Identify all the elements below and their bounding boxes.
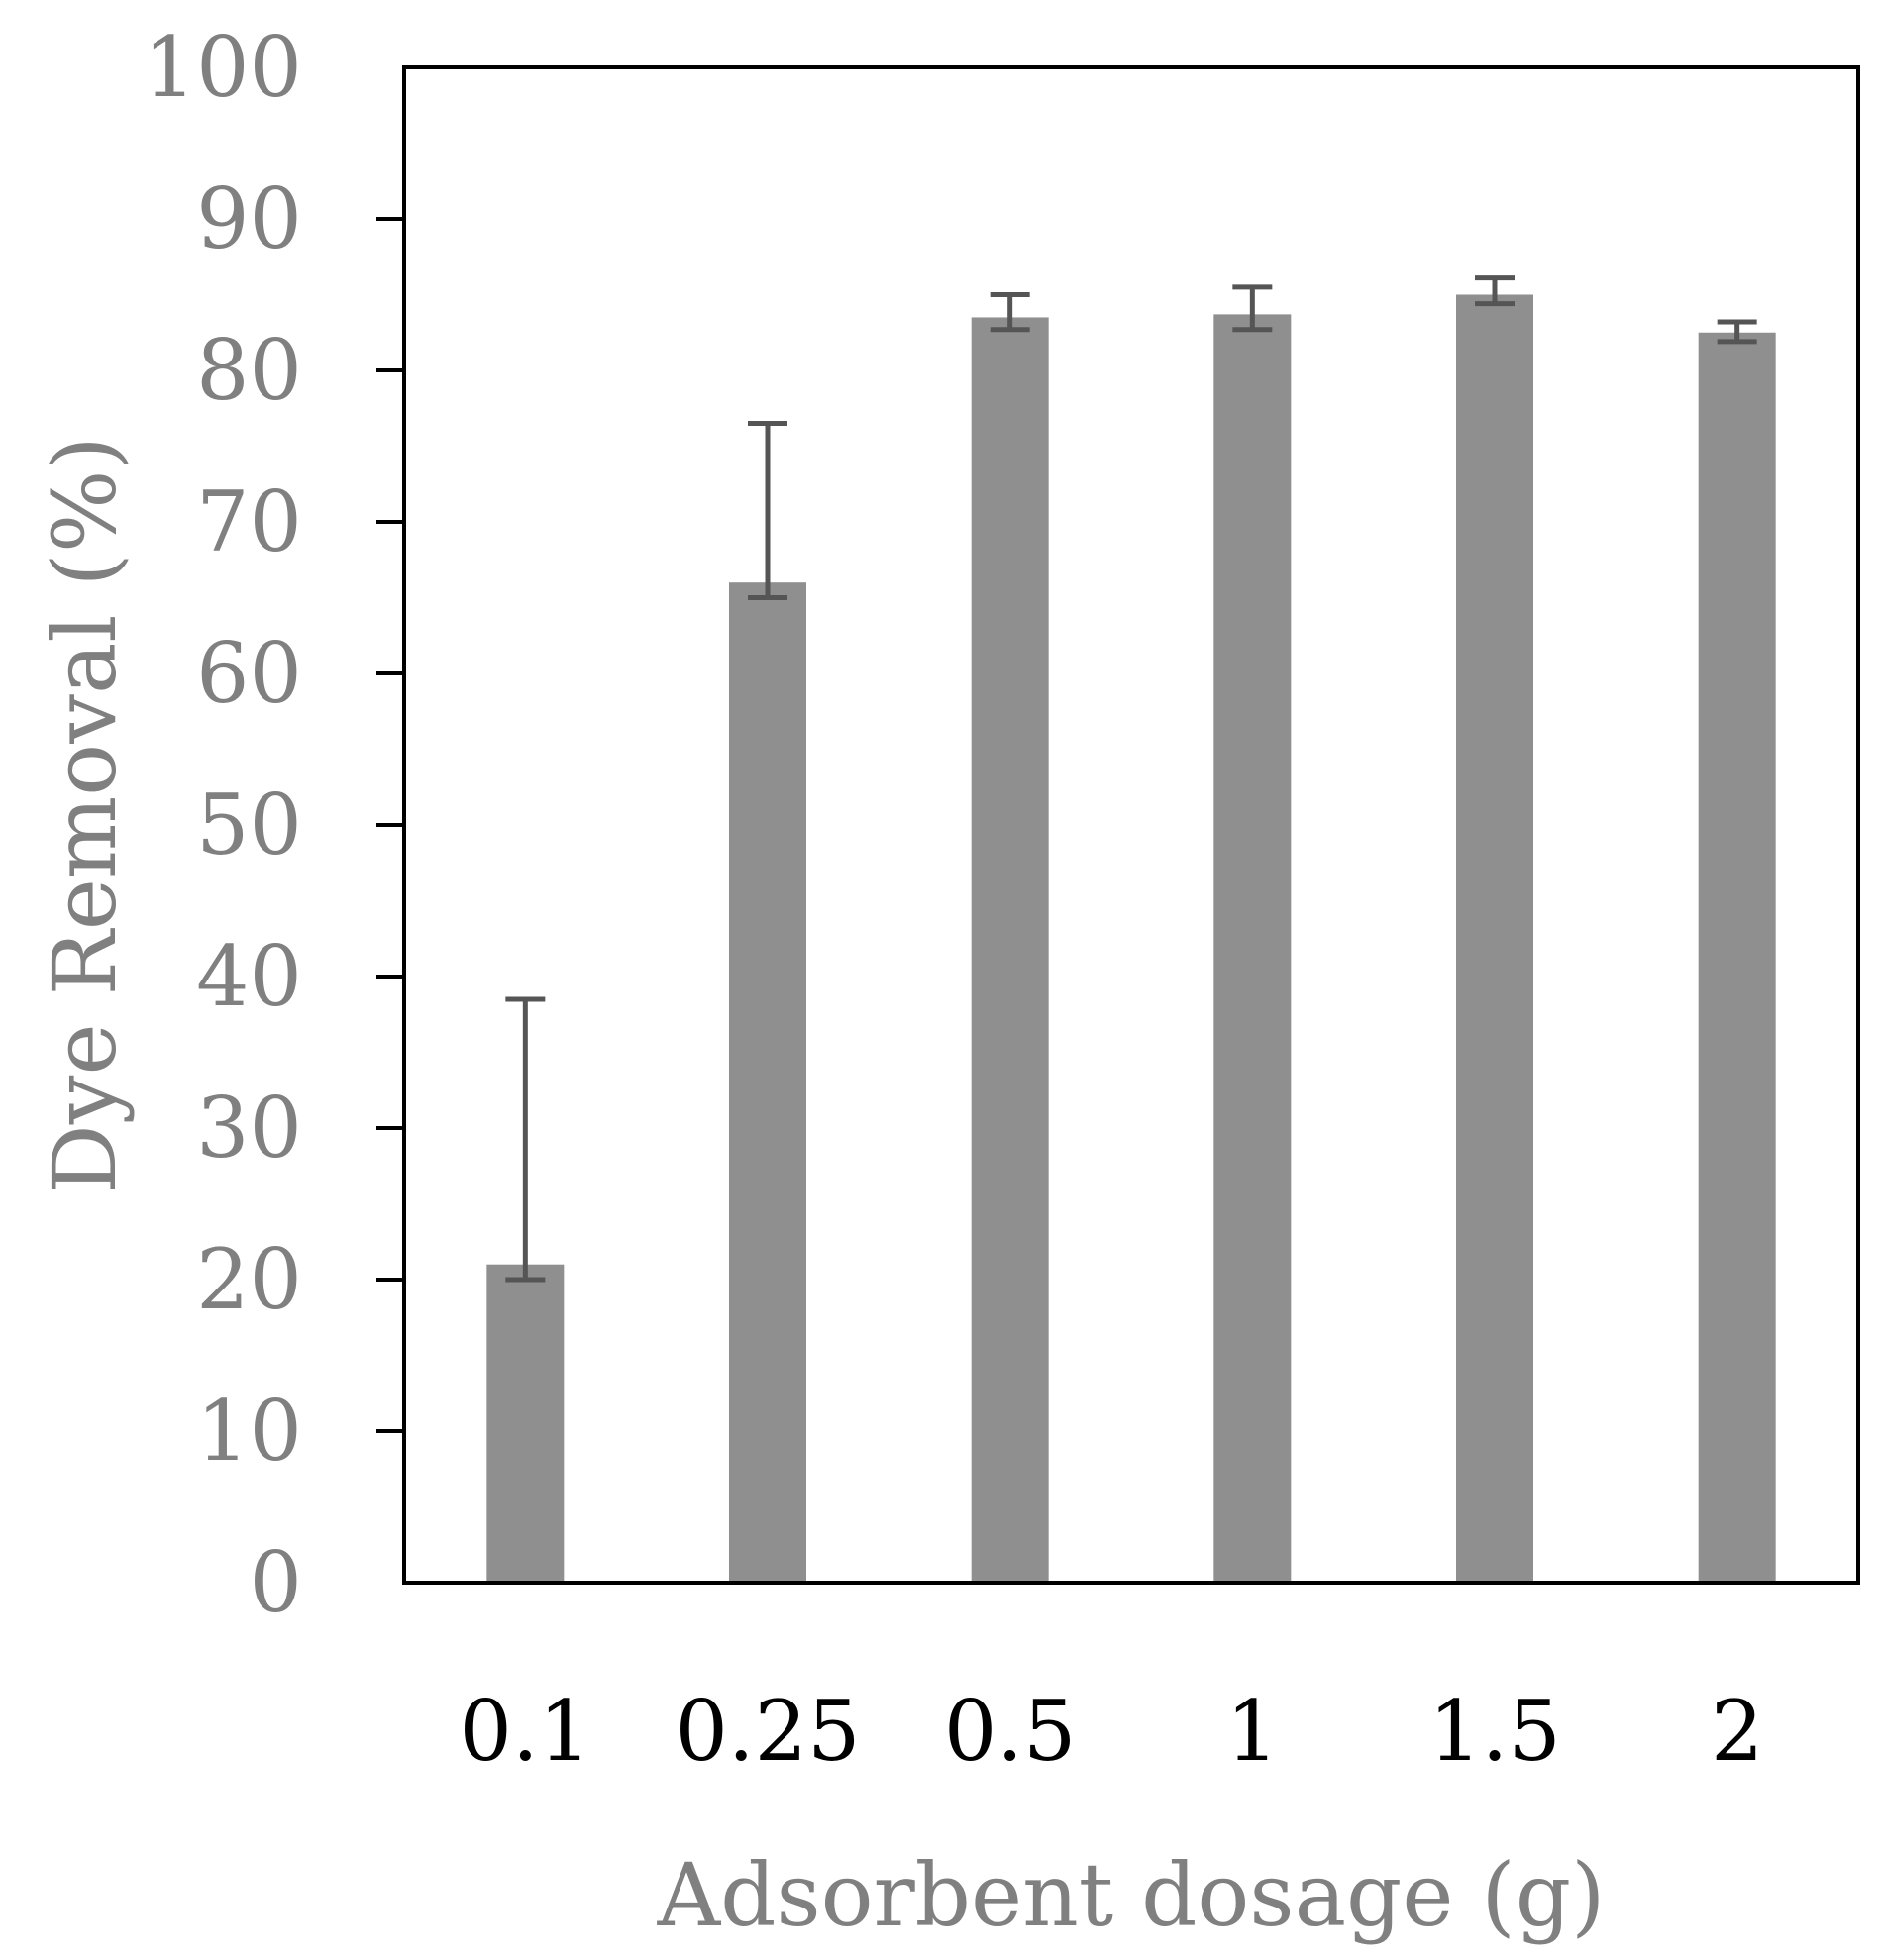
error-bar xyxy=(1475,275,1515,307)
y-axis-tick-labels: 0 10 20 30 40 50 60 70 80 90 100 xyxy=(144,19,302,1631)
error-bar xyxy=(505,996,546,1283)
x-tick-label: 1.5 xyxy=(1428,1683,1561,1780)
x-axis-tick-labels: 0.1 0.25 0.5 1 1.5 2 xyxy=(460,1683,1764,1780)
x-tick-label: 0.25 xyxy=(675,1683,860,1780)
bar xyxy=(1698,332,1776,1583)
x-tick-label: 0.1 xyxy=(460,1683,592,1780)
y-tick-label: 90 xyxy=(196,170,302,267)
error-bars xyxy=(505,275,1757,1283)
bar xyxy=(486,1264,565,1583)
y-tick-label: 70 xyxy=(196,473,302,570)
bar xyxy=(971,317,1049,1584)
bar xyxy=(729,582,806,1583)
error-bar xyxy=(1717,319,1757,345)
y-tick-label: 10 xyxy=(196,1383,302,1480)
x-axis-title: Adsorbent dosage (g) xyxy=(657,1844,1606,1946)
y-tick-label: 50 xyxy=(196,776,302,874)
x-tick-label: 0.5 xyxy=(944,1683,1077,1780)
error-bar xyxy=(990,292,1030,333)
y-tick-label: 30 xyxy=(196,1080,302,1177)
y-tick-label: 100 xyxy=(144,19,302,116)
x-tick-label: 2 xyxy=(1711,1683,1763,1780)
error-bar xyxy=(748,421,787,600)
bar xyxy=(1456,294,1533,1583)
plot-frame xyxy=(402,65,1860,1585)
y-tick-label: 20 xyxy=(196,1231,302,1328)
y-axis-ticks xyxy=(376,217,404,1433)
x-tick-label: 1 xyxy=(1226,1683,1279,1780)
bars xyxy=(486,294,1776,1584)
y-tick-label: 80 xyxy=(196,322,302,419)
y-tick-label: 60 xyxy=(196,625,302,722)
y-tick-label: 0 xyxy=(250,1534,302,1631)
y-axis-title: Dye Removal (%) xyxy=(34,436,136,1194)
error-bar xyxy=(1232,284,1273,333)
bar xyxy=(1213,314,1292,1583)
y-tick-label: 40 xyxy=(196,928,302,1025)
